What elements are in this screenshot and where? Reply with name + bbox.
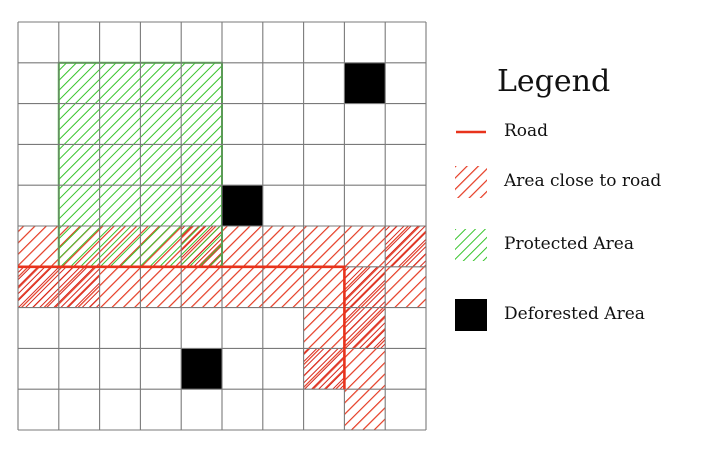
dense-close-to-road-cell	[58, 266, 100, 308]
legend-title: Legend	[497, 64, 611, 99]
close-to-road-cell	[385, 266, 426, 308]
legend-item-road: Road	[455, 116, 705, 152]
close-to-road-cell	[344, 226, 386, 267]
deforested-layer	[181, 62, 386, 390]
dense-close-to-road-cell	[344, 307, 386, 349]
close-to-road-cell	[99, 266, 141, 308]
dense-close-to-road-cell	[303, 348, 345, 390]
close-to-road-cell	[222, 226, 263, 267]
close-to-road-cell	[303, 226, 345, 267]
legend-item-close-to-road: Area close to road	[455, 166, 705, 202]
legend-label-deforested-area: Deforested Area	[504, 304, 645, 324]
dense-close-to-road-cell	[385, 226, 426, 267]
black-square-icon	[455, 299, 487, 331]
dense-close-to-road-cell	[344, 266, 386, 308]
close-to-road-cell	[222, 266, 263, 308]
deforested-cell	[222, 185, 263, 226]
legend-item-protected-area: Protected Area	[455, 229, 705, 265]
close-to-road-cell	[303, 266, 345, 308]
close-to-road-cell	[303, 307, 345, 349]
close-to-road-cell	[18, 226, 59, 267]
road-line	[18, 265, 346, 390]
close-to-road-cell	[140, 266, 182, 308]
red-hatch-icon	[455, 166, 487, 198]
legend-label-protected-area: Protected Area	[504, 234, 634, 254]
legend-item-deforested-area: Deforested Area	[455, 299, 705, 335]
dense-close-to-road-cell	[18, 266, 59, 308]
close-to-road-cell	[262, 266, 304, 308]
close-to-road-cell	[344, 389, 386, 430]
road-layer	[18, 265, 346, 390]
grid-diagram	[17, 21, 427, 431]
deforested-cell	[181, 348, 222, 390]
green-hatch-icon	[455, 229, 487, 261]
legend-label-close-to-road: Area close to road	[504, 171, 662, 191]
close-to-road-cell	[344, 348, 386, 390]
close-to-road-cell	[181, 266, 222, 308]
deforested-cell	[344, 62, 386, 104]
legend-label-road: Road	[504, 121, 549, 141]
close-to-road-cell	[262, 226, 304, 267]
road-line-icon	[455, 116, 487, 148]
